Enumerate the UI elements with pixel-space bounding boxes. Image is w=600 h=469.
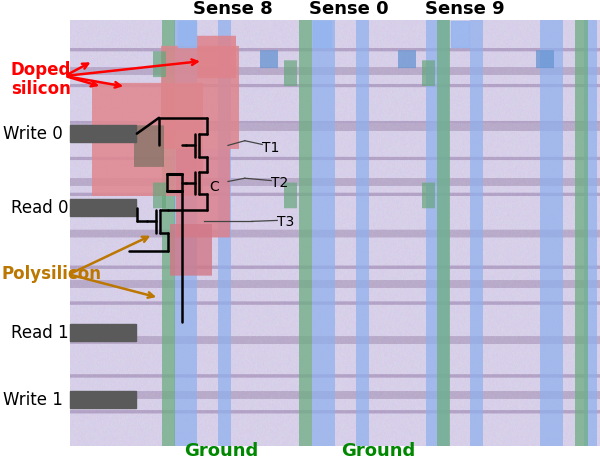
- Text: T1: T1: [262, 141, 280, 155]
- Text: T3: T3: [277, 215, 295, 229]
- Bar: [70, 125, 136, 142]
- Text: Sense 8: Sense 8: [193, 0, 272, 18]
- Text: Write 0: Write 0: [3, 125, 63, 143]
- Bar: [313, 21, 331, 47]
- Bar: [178, 21, 196, 47]
- Bar: [70, 199, 136, 216]
- Text: Polysilicon: Polysilicon: [1, 265, 101, 283]
- Bar: [70, 324, 136, 341]
- Text: Ground: Ground: [184, 442, 258, 460]
- Text: Write 1: Write 1: [3, 391, 63, 408]
- Bar: [451, 21, 469, 47]
- Text: Doped
silicon: Doped silicon: [11, 61, 71, 98]
- Text: Sense 9: Sense 9: [425, 0, 505, 18]
- Text: C: C: [209, 180, 218, 194]
- Text: Read 0: Read 0: [11, 199, 68, 217]
- Text: Sense 0: Sense 0: [310, 0, 389, 18]
- Text: Ground: Ground: [341, 442, 415, 460]
- Text: Read 1: Read 1: [11, 324, 68, 342]
- Bar: [70, 391, 136, 408]
- Text: T2: T2: [271, 176, 289, 190]
